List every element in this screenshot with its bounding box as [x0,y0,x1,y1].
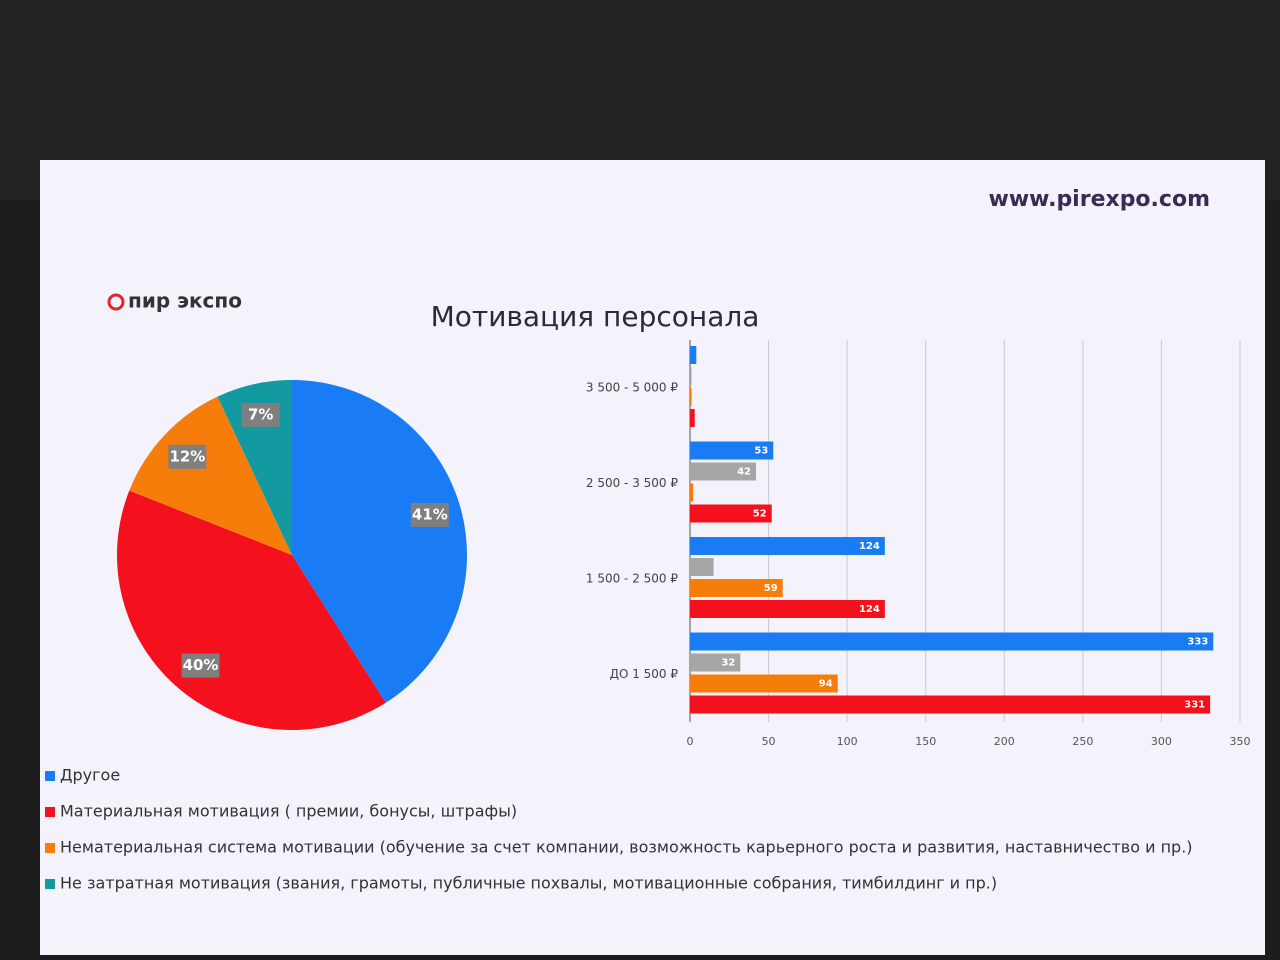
data-label: 333 [1187,637,1208,648]
data-label: 124 [859,604,880,615]
data-label: 42 [737,467,751,478]
bar [690,537,885,555]
bar [690,409,695,427]
data-label: 53 [754,446,768,457]
bar [690,388,692,406]
bar [690,558,714,576]
legend-label: Другое [60,766,120,785]
chart-title: Мотивация персонала [431,300,760,333]
pie-slice [292,380,468,703]
data-label: 94 [819,679,833,690]
y-tick-label: 2 500 - 3 500 ₽ [586,476,678,490]
legend-label: Материальная мотивация ( премии, бонусы,… [60,802,517,821]
x-tick-label: 300 [1151,735,1172,748]
pie-slice [129,396,292,555]
bar [690,346,697,364]
data-label: 124 [859,541,880,552]
x-tick-label: 200 [994,735,1015,748]
url: www.pirexpo.com [989,187,1210,212]
y-tick-label: ДО 1 500 ₽ [610,667,679,681]
data-label: 12% [169,447,205,465]
bar [690,367,692,385]
bar [690,483,694,502]
bar [690,504,772,523]
bar [690,632,1214,651]
x-tick-label: 150 [915,735,936,748]
bar [690,695,1211,714]
legend-swatch [45,843,55,853]
bar [690,441,774,460]
x-tick-label: 50 [762,735,776,748]
bar [690,462,756,481]
data-label: 41% [412,505,448,523]
legend-swatch [45,771,55,781]
data-label: 40% [183,656,219,674]
x-tick-label: 350 [1230,735,1251,748]
legend-swatch [45,807,55,817]
x-tick-label: 250 [1072,735,1093,748]
legend-label: Нематериальная система мотивации (обучен… [60,838,1193,857]
x-tick-label: 0 [687,735,694,748]
y-tick-label: 3 500 - 5 000 ₽ [586,380,678,394]
data-label: 52 [753,509,767,520]
label-box [410,502,449,527]
data-label: 7% [248,405,273,423]
bar [690,600,885,618]
x-tick-label: 100 [837,735,858,748]
data-label: 59 [764,583,778,594]
legend-label: Не затратная мотивация (звания, грамоты,… [60,874,997,893]
bar [690,579,783,597]
legend-swatch [45,879,55,889]
logo: пир экспо [128,289,242,313]
data-label: 331 [1184,700,1205,711]
label-box [181,653,220,678]
bar [690,653,741,672]
label-box [168,444,207,469]
y-tick-label: 1 500 - 2 500 ₽ [586,571,678,585]
bar [690,674,838,693]
logo-icon [107,293,125,311]
label-box [241,402,280,427]
data-label: 32 [721,658,735,669]
